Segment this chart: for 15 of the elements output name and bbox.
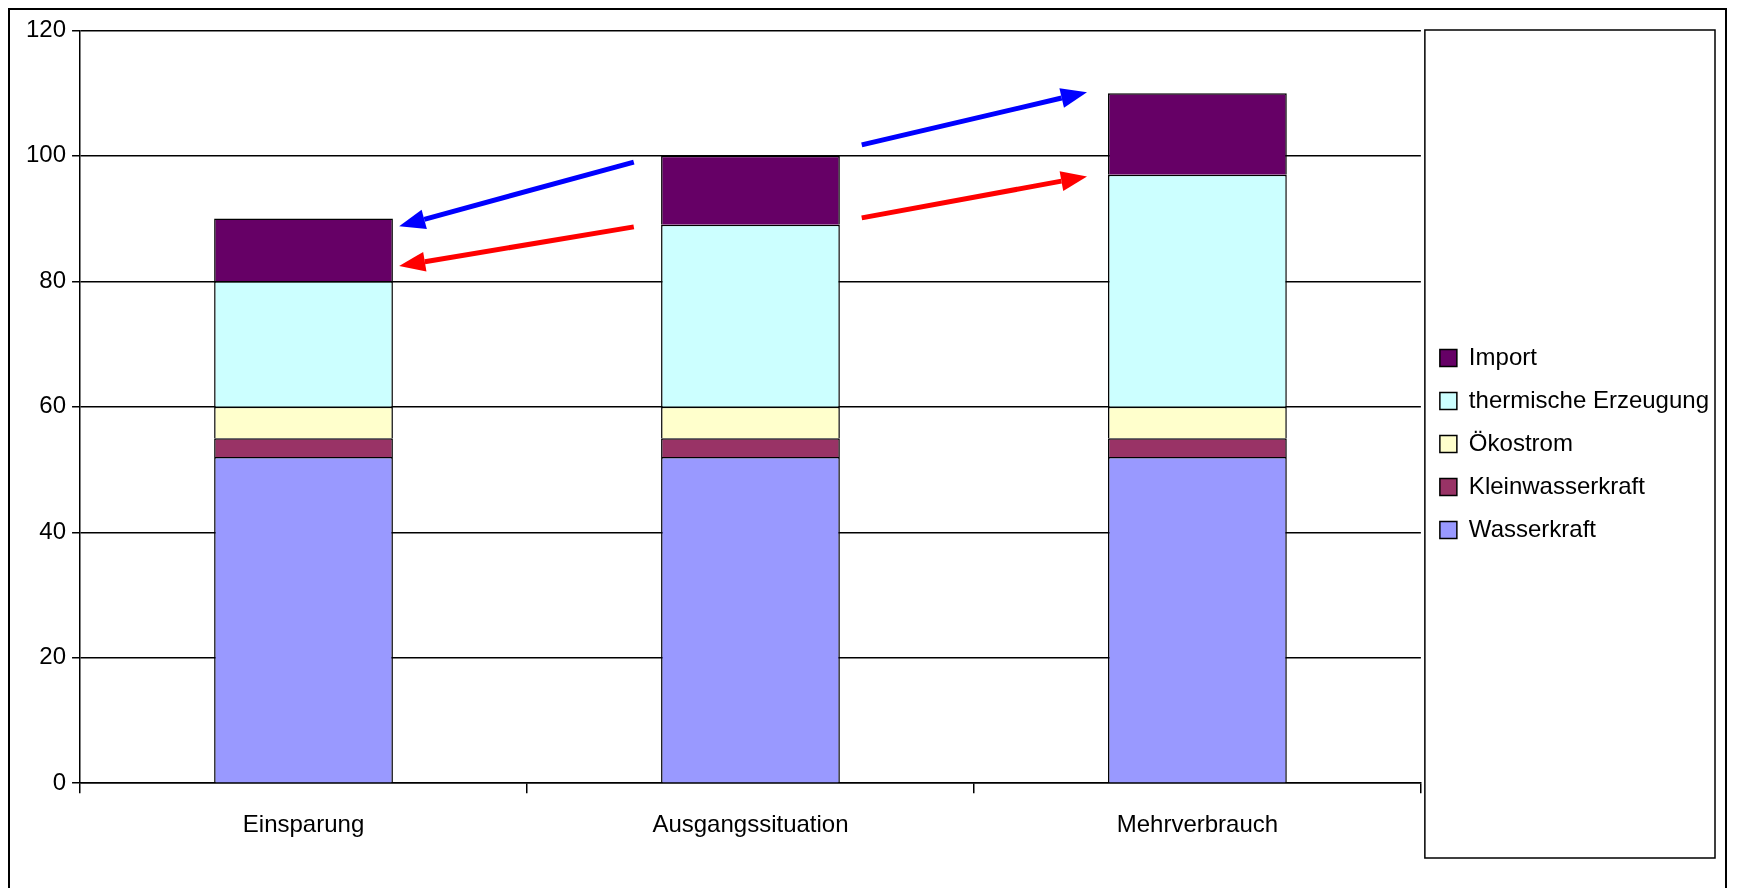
- y-tick-label: 40: [39, 516, 67, 544]
- y-tick-label: 0: [52, 767, 67, 795]
- legend-label: thermische Erzeugung: [1468, 385, 1710, 413]
- y-tick-label: 80: [39, 265, 67, 293]
- legend-label: Import: [1468, 342, 1538, 370]
- legend-label: Wasserkraft: [1468, 514, 1597, 542]
- x-tick-label: Ausgangssituation: [652, 810, 849, 838]
- y-tick-label: 100: [26, 140, 67, 168]
- legend-label: Ökostrom: [1468, 428, 1573, 456]
- y-tick-label: 20: [39, 642, 67, 670]
- y-tick-label: 60: [39, 391, 67, 419]
- x-tick-label: Einsparung: [242, 810, 365, 838]
- legend-label: Kleinwasserkraft: [1468, 471, 1646, 499]
- y-tick-label: 120: [26, 15, 67, 43]
- x-tick-label: Mehrverbrauch: [1116, 810, 1279, 838]
